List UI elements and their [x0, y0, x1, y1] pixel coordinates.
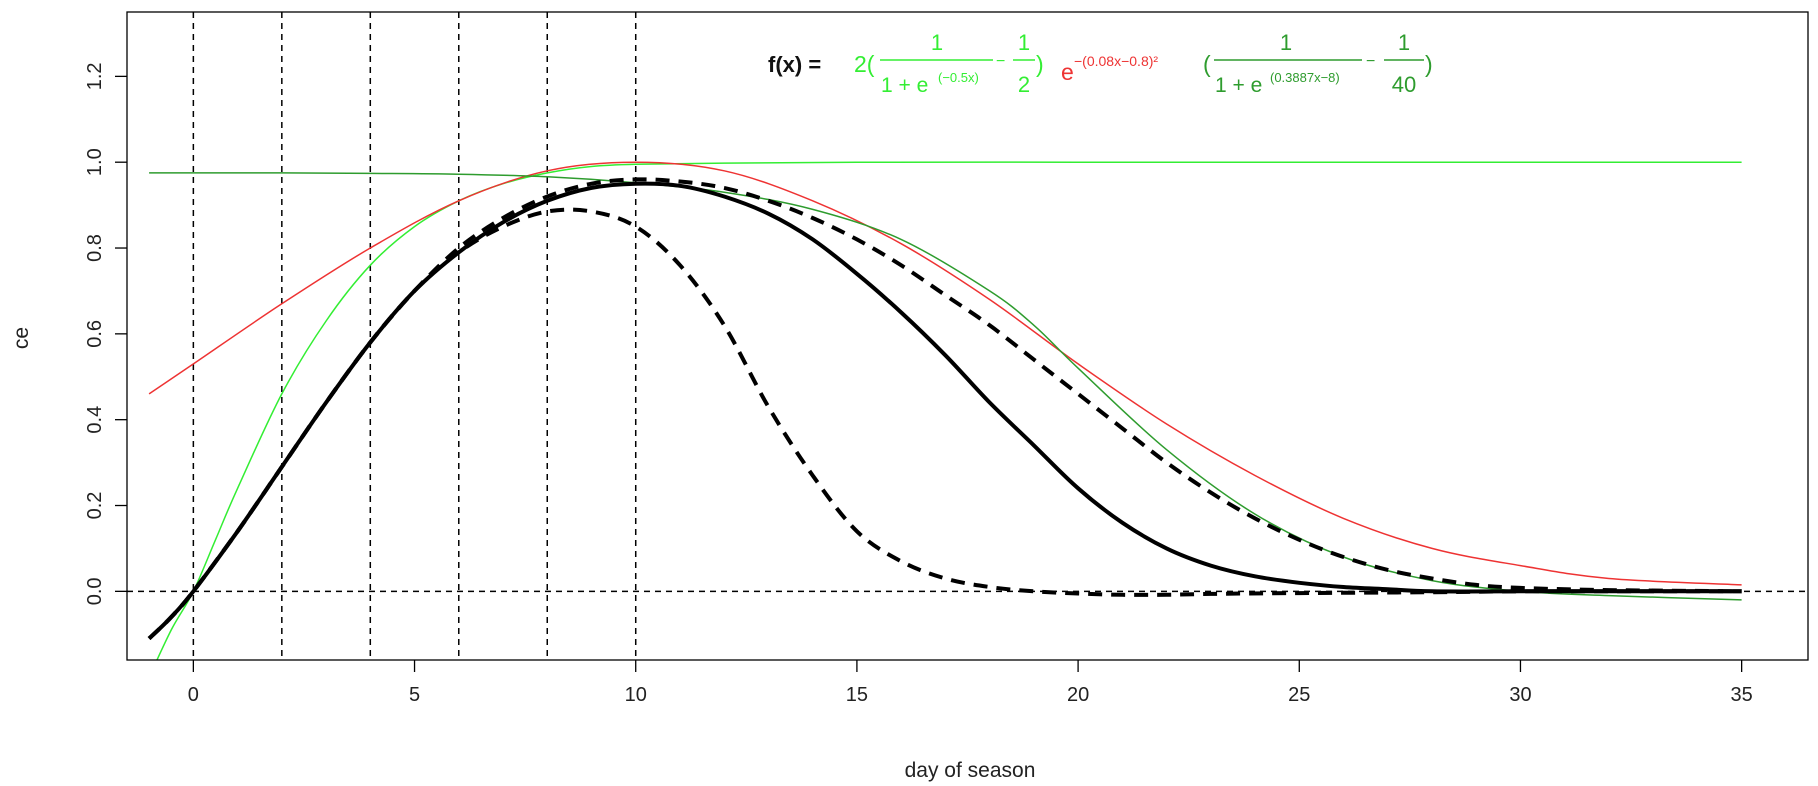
formula-part3-frac2-num: 1 — [1398, 30, 1410, 55]
formula-part2-base: e — [1061, 59, 1074, 85]
y-tick-label: 0.6 — [84, 320, 106, 348]
y-tick-label: 0.0 — [84, 577, 106, 605]
formula-part1-den-exp: (−0.5x) — [938, 70, 979, 85]
series-line-3 — [149, 172, 1742, 601]
formula-part3-minus: − — [1366, 53, 1375, 70]
formula-part2-exp: −(0.08x−0.8)² — [1074, 53, 1158, 69]
formula-part3-open: ( — [1203, 51, 1211, 77]
formula-part1-den-base: 1 + e — [881, 74, 928, 97]
y-tick-label: 0.4 — [84, 406, 106, 434]
formula-part1-frac2-den: 2 — [1018, 72, 1030, 97]
formula-part1-frac2-num: 1 — [1018, 30, 1030, 55]
formula-part1-coef: 2( — [854, 51, 875, 77]
x-tick-label: 30 — [1509, 684, 1531, 706]
formula-part3-frac2-den: 40 — [1392, 72, 1416, 97]
x-tick-label: 5 — [409, 684, 420, 706]
x-tick-label: 10 — [625, 684, 647, 706]
x-axis-title: day of season — [905, 759, 1036, 782]
formula-part2: e −(0.08x−0.8)² — [1061, 53, 1158, 85]
y-tick-label: 0.2 — [84, 492, 106, 520]
x-axis: 0 5 10 15 20 25 30 35 — [188, 660, 1753, 706]
x-tick-label: 25 — [1288, 684, 1310, 706]
series-layer — [147, 161, 1742, 660]
formula-part3-den-base: 1 + e — [1215, 74, 1262, 97]
formula-part3-num: 1 — [1280, 30, 1292, 55]
formula-label: f(x) = — [768, 52, 821, 77]
x-tick-label: 0 — [188, 684, 199, 706]
y-axis: 0.0 0.2 0.4 0.6 0.8 1.0 1.2 — [84, 62, 127, 605]
y-axis-title: ce — [10, 327, 33, 349]
plot-frame — [126, 11, 1809, 661]
y-tick-label: 0.8 — [84, 234, 106, 262]
x-tick-label: 35 — [1731, 684, 1753, 706]
x-tick-label: 15 — [846, 684, 868, 706]
formula-part3-den-exp: (0.3887x−8) — [1270, 70, 1340, 85]
series-line-2 — [148, 161, 1742, 586]
x-tick-label: 20 — [1067, 684, 1089, 706]
formula-part1-num: 1 — [931, 30, 943, 55]
formula-part1: 2( 1 1 + e (−0.5x) − 1 2 ) — [854, 30, 1044, 97]
formula-annotation: f(x) = 2( 1 1 + e (−0.5x) − 1 2 ) e −(0.… — [768, 30, 1433, 97]
formula-part1-minus: − — [996, 53, 1005, 70]
formula-part1-close: ) — [1036, 51, 1044, 77]
y-tick-label: 1.2 — [84, 62, 106, 90]
formula-part3-close: ) — [1425, 51, 1433, 77]
series-line-1 — [156, 161, 1742, 660]
y-tick-label: 1.0 — [84, 148, 106, 176]
formula-part3: ( 1 1 + e (0.3887x−8) − 1 40 ) — [1203, 30, 1433, 97]
